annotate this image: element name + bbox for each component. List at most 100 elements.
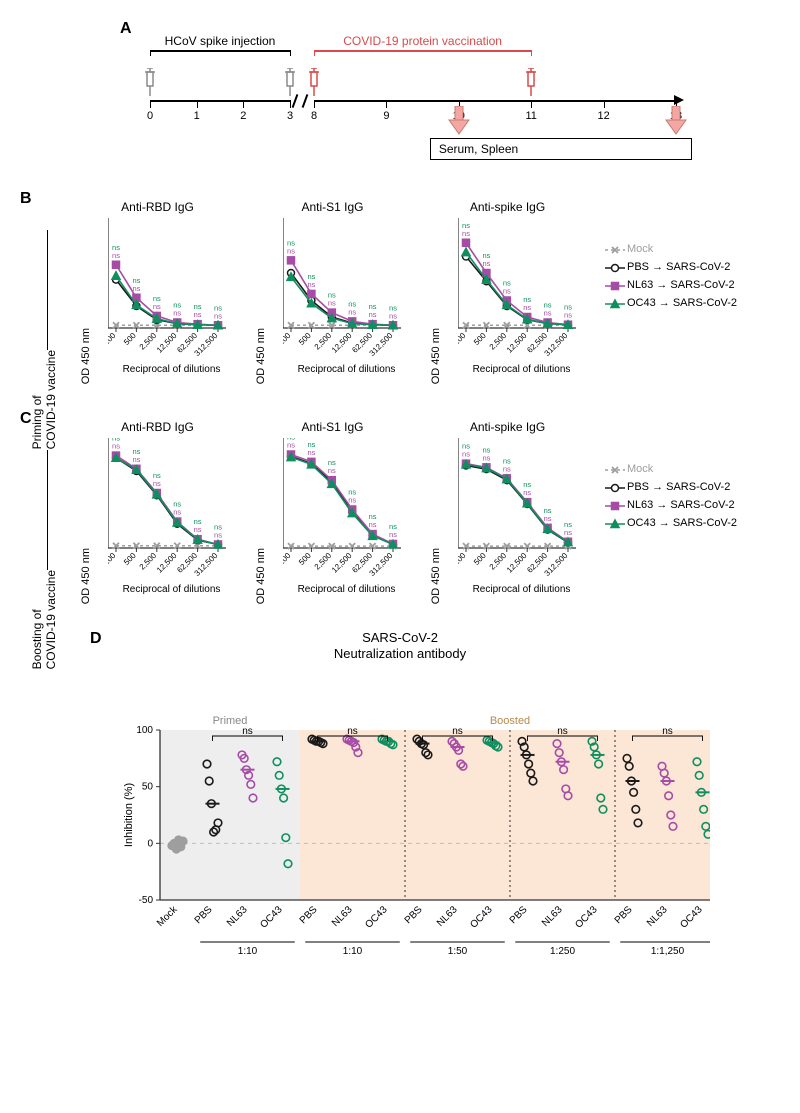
svg-text:ns: ns bbox=[173, 309, 181, 318]
svg-text:ns: ns bbox=[503, 464, 511, 473]
svg-text:100: 100 bbox=[458, 551, 468, 567]
x-axis-label: Reciprocal of dilutions bbox=[283, 364, 410, 375]
svg-text:ns: ns bbox=[132, 455, 140, 464]
panel-d-supertitle: SARS-CoV-2 bbox=[20, 630, 780, 645]
svg-text:ns: ns bbox=[153, 302, 161, 311]
svg-text:ns: ns bbox=[523, 488, 531, 497]
svg-text:ns: ns bbox=[307, 272, 315, 281]
svg-text:12,500: 12,500 bbox=[505, 551, 529, 575]
svg-text:1:10: 1:10 bbox=[238, 946, 258, 957]
svg-text:ns: ns bbox=[287, 238, 295, 247]
svg-text:Boosted: Boosted bbox=[490, 715, 530, 727]
chart-title: Anti-spike IgG bbox=[430, 200, 585, 214]
legend-item: Mock bbox=[605, 460, 737, 478]
chart-title: Anti-S1 IgG bbox=[255, 200, 410, 214]
line-chart: Anti-RBD IgGOD 450 nm00.511.522.51005002… bbox=[80, 420, 235, 595]
svg-text:ns: ns bbox=[369, 302, 377, 311]
svg-text:ns: ns bbox=[557, 726, 568, 737]
svg-text:ns: ns bbox=[132, 276, 140, 285]
x-axis-label: Reciprocal of dilutions bbox=[283, 584, 410, 595]
svg-text:ns: ns bbox=[348, 299, 356, 308]
x-axis-label: Reciprocal of dilutions bbox=[458, 364, 585, 375]
svg-text:500: 500 bbox=[122, 551, 138, 567]
panel-b: B Priming ofCOVID-19 vaccine MockPBS → S… bbox=[20, 190, 780, 390]
svg-text:-50: -50 bbox=[139, 895, 154, 906]
svg-text:1:1,250: 1:1,250 bbox=[651, 946, 685, 957]
svg-text:ns: ns bbox=[307, 448, 315, 457]
svg-text:100: 100 bbox=[458, 331, 468, 347]
svg-text:ns: ns bbox=[153, 471, 161, 480]
svg-text:ns: ns bbox=[662, 726, 673, 737]
svg-text:312,500: 312,500 bbox=[543, 551, 570, 578]
svg-text:NL63: NL63 bbox=[645, 904, 670, 929]
svg-text:ns: ns bbox=[503, 456, 511, 465]
svg-text:PBS: PBS bbox=[298, 904, 320, 926]
svg-text:ns: ns bbox=[328, 291, 336, 300]
svg-text:ns: ns bbox=[523, 295, 531, 304]
svg-text:ns: ns bbox=[369, 520, 377, 529]
panel-a: A 01238910111213HCoV spike injectionCOVI… bbox=[20, 20, 780, 170]
svg-text:ns: ns bbox=[462, 229, 470, 238]
svg-text:ns: ns bbox=[482, 251, 490, 260]
x-axis-label: Reciprocal of dilutions bbox=[108, 364, 235, 375]
svg-text:ns: ns bbox=[564, 528, 572, 537]
svg-text:ns: ns bbox=[389, 522, 397, 531]
svg-text:ns: ns bbox=[132, 284, 140, 293]
svg-text:ns: ns bbox=[153, 294, 161, 303]
panel-a-label: A bbox=[120, 20, 132, 38]
panel-c-label: C bbox=[20, 410, 32, 428]
svg-text:ns: ns bbox=[112, 438, 120, 443]
chart-title: Anti-RBD IgG bbox=[80, 200, 235, 214]
svg-text:NL63: NL63 bbox=[435, 904, 460, 929]
svg-text:ns: ns bbox=[503, 287, 511, 296]
panel-b-label: B bbox=[20, 190, 32, 208]
svg-text:12,500: 12,500 bbox=[505, 331, 529, 355]
svg-text:ns: ns bbox=[153, 479, 161, 488]
svg-text:1:50: 1:50 bbox=[448, 946, 468, 957]
svg-text:ns: ns bbox=[462, 450, 470, 459]
svg-text:ns: ns bbox=[173, 508, 181, 517]
legend-c: MockPBS → SARS-CoV-2NL63 → SARS-CoV-2OC4… bbox=[605, 460, 737, 532]
svg-text:ns: ns bbox=[482, 445, 490, 454]
svg-text:500: 500 bbox=[297, 551, 313, 567]
legend-item: PBS → SARS-CoV-2 bbox=[605, 258, 737, 276]
svg-text:ns: ns bbox=[503, 279, 511, 288]
x-axis-label: Reciprocal of dilutions bbox=[458, 584, 585, 595]
svg-text:100: 100 bbox=[108, 551, 118, 567]
svg-text:1:250: 1:250 bbox=[550, 946, 575, 957]
svg-text:ns: ns bbox=[307, 440, 315, 449]
svg-text:ns: ns bbox=[544, 301, 552, 310]
svg-text:OC43: OC43 bbox=[468, 904, 495, 931]
chart-title: Anti-RBD IgG bbox=[80, 420, 235, 434]
svg-text:OC43: OC43 bbox=[678, 904, 705, 931]
line-chart: Anti-spike IgGOD 450 nm00.511.521005002,… bbox=[430, 200, 585, 375]
svg-text:ns: ns bbox=[523, 303, 531, 312]
svg-text:PBS: PBS bbox=[403, 904, 425, 926]
svg-text:12,500: 12,500 bbox=[155, 331, 179, 355]
svg-text:ns: ns bbox=[523, 480, 531, 489]
svg-text:1:10: 1:10 bbox=[343, 946, 363, 957]
line-chart: Anti-S1 IgGOD 450 nm00.511.521005002,500… bbox=[255, 200, 410, 375]
svg-text:ns: ns bbox=[194, 517, 202, 526]
legend-b: MockPBS → SARS-CoV-2NL63 → SARS-CoV-2OC4… bbox=[605, 240, 737, 312]
svg-text:ns: ns bbox=[214, 522, 222, 531]
svg-text:ns: ns bbox=[328, 466, 336, 475]
svg-text:ns: ns bbox=[544, 309, 552, 318]
panel-d: D SARS-CoV-2 Neutralization antibody Pri… bbox=[20, 630, 780, 970]
svg-text:312,500: 312,500 bbox=[543, 331, 570, 358]
svg-text:500: 500 bbox=[472, 551, 488, 567]
svg-text:ns: ns bbox=[328, 458, 336, 467]
legend-item: OC43 → SARS-CoV-2 bbox=[605, 514, 737, 532]
svg-text:100: 100 bbox=[283, 551, 293, 567]
svg-text:ns: ns bbox=[348, 307, 356, 316]
svg-text:312,500: 312,500 bbox=[193, 551, 220, 578]
svg-text:ns: ns bbox=[369, 512, 377, 521]
svg-text:ns: ns bbox=[482, 453, 490, 462]
svg-text:ns: ns bbox=[348, 496, 356, 505]
svg-text:12,500: 12,500 bbox=[330, 551, 354, 575]
x-axis-label: Reciprocal of dilutions bbox=[108, 584, 235, 595]
svg-text:ns: ns bbox=[348, 488, 356, 497]
svg-text:ns: ns bbox=[194, 302, 202, 311]
svg-text:ns: ns bbox=[389, 311, 397, 320]
panel-c: C Boosting ofCOVID-19 vaccine MockPBS → … bbox=[20, 410, 780, 610]
